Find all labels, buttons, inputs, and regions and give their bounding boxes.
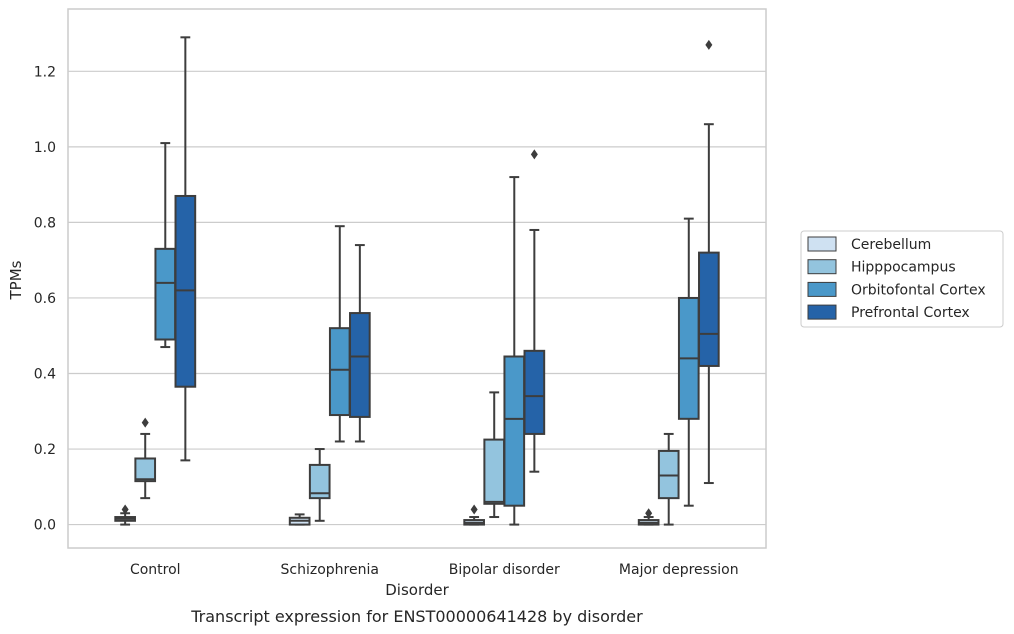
x-axis-label: Disorder (385, 581, 449, 599)
box (483, 391, 506, 519)
box (523, 149, 546, 473)
box (657, 432, 680, 526)
x-tick-label: Control (130, 562, 181, 578)
legend-label: Orbitofontal Cortex (851, 282, 986, 298)
legend-label: Cerebellum (851, 237, 931, 253)
box (134, 417, 157, 500)
box (154, 142, 177, 349)
chart-caption: Transcript expression for ENST0000064142… (190, 607, 643, 626)
outlier-point (141, 417, 149, 428)
outlier-point (705, 39, 713, 50)
box (503, 176, 526, 526)
legend-label: Hipppocampus (851, 260, 956, 276)
y-tick-label: 0.0 (34, 518, 56, 534)
box (463, 504, 485, 526)
box (349, 244, 371, 443)
legend: Cerebellum Hipppocampus Orbitofontal Corte… (800, 230, 1004, 328)
outlier-point (121, 504, 129, 515)
legend-swatch (807, 281, 837, 297)
box (288, 513, 311, 526)
iqr-box (308, 463, 331, 500)
outlier-point (470, 504, 478, 515)
box (677, 217, 700, 507)
iqr-box (328, 327, 351, 417)
x-tick-label: Bipolar disorder (449, 562, 560, 578)
outlier-point (645, 508, 653, 519)
y-tick-label: 1.0 (34, 140, 56, 156)
box (308, 448, 331, 522)
legend-swatch (807, 259, 837, 275)
x-tick-label: Major depression (619, 562, 739, 578)
box (698, 39, 720, 485)
y-tick-labels: 0.0 0.2 0.4 0.6 0.8 1.0 1.2 (34, 64, 56, 533)
box-groups (114, 36, 720, 526)
x-tick-label: Schizophrenia (281, 562, 379, 578)
iqr-box (483, 438, 506, 505)
box (174, 36, 197, 462)
box (328, 225, 351, 443)
outlier-point (530, 149, 538, 160)
iqr-box (523, 349, 546, 435)
y-tick-label: 0.2 (34, 442, 56, 458)
y-tick-label: 0.8 (34, 215, 56, 231)
iqr-box (154, 247, 177, 341)
y-tick-label: 1.2 (34, 64, 56, 80)
x-tick-labels: Control Schizophrenia Bipolar disorder Majo… (130, 562, 739, 578)
iqr-box (698, 251, 720, 367)
iqr-box (349, 312, 371, 418)
legend-swatch (807, 236, 837, 252)
box (114, 504, 136, 526)
iqr-box (134, 457, 157, 483)
box (637, 508, 660, 526)
y-tick-label: 0.4 (34, 366, 56, 382)
y-axis-label: TPMs (7, 260, 25, 300)
legend-label: Prefrontal Cortex (851, 305, 970, 321)
plot-area-frame (67, 8, 767, 549)
iqr-box (503, 355, 526, 507)
legend-swatch (807, 304, 837, 320)
y-tick-label: 0.6 (34, 291, 56, 307)
legend-frame (800, 230, 1004, 328)
